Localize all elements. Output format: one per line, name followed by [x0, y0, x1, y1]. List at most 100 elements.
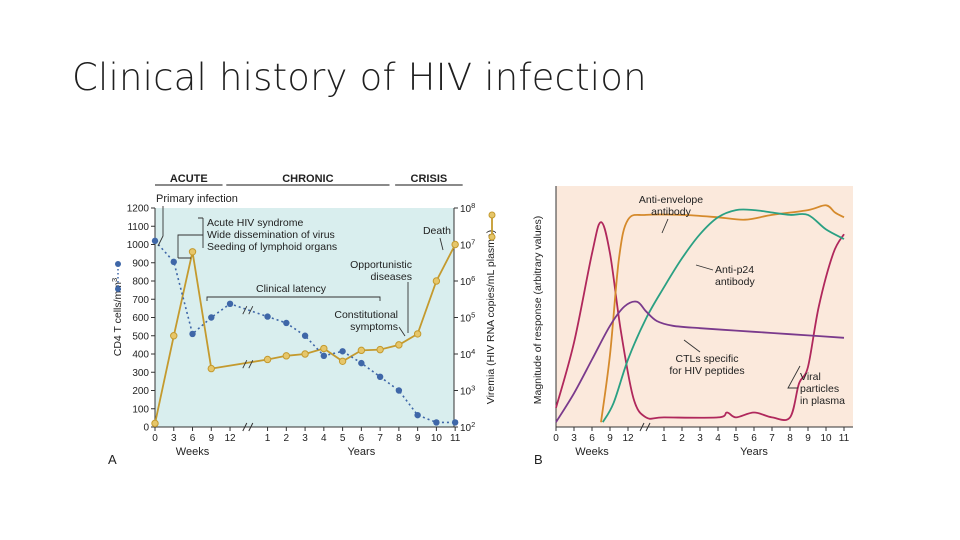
b-x-tick-label-2: 6	[589, 433, 595, 444]
viremia-point-4	[263, 355, 272, 364]
panel-a: ACUTE CHRONIC CRISIS0100200300400500600700…	[108, 173, 497, 467]
ctl-line	[555, 300, 845, 423]
cd4-point-6	[283, 319, 290, 327]
cd4-point-11	[376, 373, 384, 381]
phase-label-2: CRISIS	[411, 173, 448, 185]
a-x-tick-label-3: 9	[208, 433, 214, 444]
a-x-tick-label-0: 0	[152, 433, 158, 444]
viremia-point-6	[301, 350, 309, 358]
right-tick-label-1: 103	[460, 384, 475, 398]
viremia-legend-dot-top	[488, 211, 496, 219]
b-x-tick-label-11: 7	[769, 433, 775, 444]
left-tick-label-2: 200	[132, 386, 149, 397]
a-x-tick-label-8: 4	[321, 433, 327, 444]
left-tick-label-0: 0	[143, 423, 149, 434]
viremia-point-9	[357, 346, 366, 355]
clinical-latency-bracket	[206, 296, 381, 301]
left-axis-title: CD4 T cells/mm3	[110, 278, 124, 356]
a-x-tick-label-11: 7	[377, 433, 383, 444]
constitutional-pointer	[398, 326, 406, 337]
anti_envelope-line	[600, 204, 845, 423]
viral-line	[555, 221, 845, 421]
b-x-tick-label-7: 3	[697, 433, 703, 444]
annotation-constitutional-1: symptoms	[350, 321, 398, 333]
a-x-group-1: Years	[347, 446, 375, 458]
slide-title: Clinical history of HIV infection	[72, 56, 647, 99]
left-tick-label-5: 500	[132, 331, 149, 342]
b-x-group-0: Weeks	[575, 446, 609, 458]
viremia-point-10	[376, 345, 384, 354]
anti_p24-line	[602, 208, 845, 423]
cd4-point-10	[358, 359, 365, 367]
a-x-tick-label-13: 9	[415, 433, 421, 444]
left-tick-label-3: 300	[132, 368, 149, 379]
cd4-legend-dot-bottom	[115, 286, 121, 292]
b-axis-break	[639, 422, 651, 432]
ctl-pointer	[683, 339, 701, 353]
cd4-point-2	[189, 330, 196, 338]
panel-a-plot-bg	[155, 208, 454, 427]
left-tick-label-6: 600	[132, 313, 149, 324]
b-x-tick-label-15: 11	[839, 433, 850, 444]
cd4-point-0	[151, 237, 159, 245]
b-x-tick-label-4: 12	[622, 433, 634, 444]
annotation-opportunistic-1: diseases	[371, 271, 412, 283]
viremia-point-2	[188, 248, 197, 256]
a-line-break-0	[242, 305, 254, 315]
b-x-group-1: Years	[740, 446, 768, 458]
cd4-point-1	[170, 258, 177, 266]
cd4-point-5	[264, 313, 271, 320]
left-tick-label-9: 900	[132, 258, 149, 269]
a-x-tick-label-12: 8	[396, 433, 402, 444]
annotation-acute-0: Acute HIV syndrome	[207, 217, 303, 229]
cd4-point-13	[414, 411, 421, 419]
left-tick-label-8: 800	[132, 277, 149, 288]
label-anti-envelope-1: antibody	[651, 206, 691, 218]
a-x-group-0: Weeks	[176, 446, 210, 458]
viremia-point-0	[151, 419, 159, 428]
panel-a-label: A	[108, 452, 117, 467]
label-anti-p24-1: antibody	[715, 276, 755, 288]
right-tick-label-2: 104	[460, 347, 475, 361]
phase-label-1: CHRONIC	[282, 173, 333, 185]
viremia-point-12	[413, 330, 422, 338]
cd4-point-3	[208, 314, 215, 321]
viremia-point-3	[207, 364, 215, 373]
annotation-constitutional-0: Constitutional	[334, 309, 398, 321]
b-x-tick-label-1: 3	[571, 433, 577, 444]
left-tick-label-11: 1100	[127, 222, 149, 233]
left-tick-label-4: 400	[132, 350, 149, 361]
label-viral-2: in plasma	[800, 395, 845, 407]
a-x-tick-label-5: 1	[265, 433, 271, 444]
a-x-tick-label-1: 3	[171, 433, 177, 444]
b-x-tick-label-9: 5	[733, 433, 739, 444]
label-viral-0: Viral	[800, 371, 821, 383]
annotation-clinical-latency: Clinical latency	[256, 283, 327, 295]
label-anti-envelope-0: Anti-envelope	[639, 194, 703, 206]
primary-infection-pointer	[157, 206, 164, 247]
label-ctl-1: for HIV peptides	[669, 365, 744, 377]
viremia-point-11	[395, 341, 403, 349]
label-ctl-0: CTLs specific	[675, 353, 738, 365]
b-x-tick-label-3: 9	[607, 433, 613, 444]
viremia-point-13	[432, 277, 441, 285]
b-x-tick-label-12: 8	[787, 433, 793, 444]
a-x-tick-label-7: 3	[302, 433, 308, 444]
viremia-point-5	[282, 352, 291, 360]
b-x-tick-label-6: 2	[679, 433, 685, 444]
viremia-point-14	[451, 240, 459, 249]
panel-b-label: B	[534, 452, 543, 467]
death-pointer	[439, 237, 444, 251]
right-tick-label-4: 106	[460, 274, 475, 288]
cd4-point-9	[339, 348, 346, 355]
right-tick-label-0: 102	[460, 420, 475, 434]
cd4-point-8	[320, 352, 328, 360]
annotation-acute-2: Seeding of lymphoid organs	[207, 241, 337, 253]
annotation-primary-infection: Primary infection	[156, 193, 238, 205]
right-tick-label-6: 108	[460, 201, 475, 215]
acute-bracket	[177, 217, 204, 259]
right-tick-label-3: 105	[460, 311, 475, 325]
a-x-tick-label-6: 2	[284, 433, 290, 444]
a-x-tick-label-10: 6	[359, 433, 365, 444]
anti-envelope-pointer	[661, 218, 669, 234]
